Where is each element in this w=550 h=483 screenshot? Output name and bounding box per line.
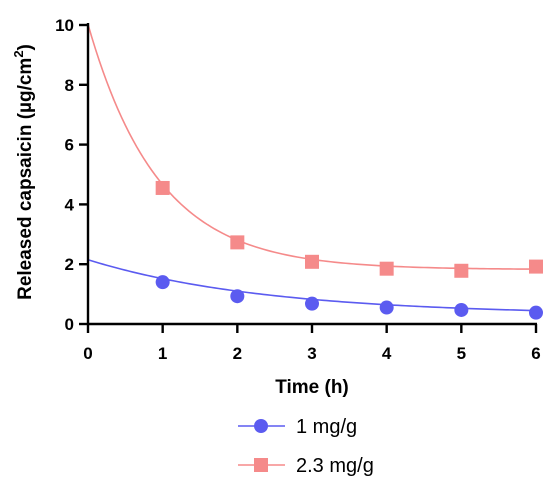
y-tick-label: 2 bbox=[65, 255, 74, 274]
x-axis-title: Time (h) bbox=[275, 377, 349, 398]
y-axis-title-superscript: 2 bbox=[11, 50, 26, 57]
data-point bbox=[454, 302, 469, 317]
x-tick-label: 4 bbox=[382, 344, 392, 363]
data-point bbox=[529, 259, 543, 274]
data-point bbox=[155, 275, 170, 290]
y-axis-title-unit: µg/cm bbox=[15, 58, 36, 113]
x-ticks: 0 1 2 3 4 5 6 bbox=[83, 324, 541, 363]
legend-marker-1mg bbox=[254, 419, 268, 433]
data-point bbox=[454, 263, 469, 278]
y-axis-title: Released capsaicin (µg/cm2) bbox=[11, 44, 36, 300]
x-tick-label: 6 bbox=[531, 344, 540, 363]
fit-curve-1 bbox=[87, 24, 537, 270]
y-axis-title-prefix: Released capsaicin ( bbox=[15, 112, 36, 300]
data-point bbox=[305, 254, 319, 269]
x-tick-label: 0 bbox=[83, 344, 92, 363]
y-axis-title-suffix: ) bbox=[15, 44, 36, 50]
legend-label-1mg: 1 mg/g bbox=[296, 416, 357, 438]
x-tick-label: 2 bbox=[233, 344, 242, 363]
legend-label-2-3mg: 2.3 mg/g bbox=[296, 455, 374, 477]
y-tick-label: 0 bbox=[65, 315, 74, 334]
x-tick-label: 3 bbox=[307, 344, 316, 363]
data-markers bbox=[155, 180, 543, 320]
y-ticks: 0 2 4 6 8 10 bbox=[55, 16, 88, 334]
y-tick-label: 8 bbox=[65, 76, 74, 95]
data-point bbox=[529, 305, 543, 320]
y-tick-label: 4 bbox=[65, 195, 75, 214]
data-point bbox=[155, 180, 170, 195]
y-tick-label: 6 bbox=[65, 136, 74, 155]
x-tick-label: 1 bbox=[158, 344, 167, 363]
legend-marker-2-3mg bbox=[254, 458, 268, 472]
data-point bbox=[230, 235, 245, 250]
data-point bbox=[305, 296, 319, 311]
y-tick-label: 10 bbox=[55, 16, 74, 35]
legend: 1 mg/g 2.3 mg/g bbox=[238, 416, 374, 477]
legend-item-2-3mg: 2.3 mg/g bbox=[238, 455, 374, 477]
data-point bbox=[379, 300, 394, 315]
data-point bbox=[230, 289, 245, 304]
data-point bbox=[379, 261, 394, 276]
legend-item-1mg: 1 mg/g bbox=[238, 416, 357, 438]
x-tick-label: 5 bbox=[457, 344, 466, 363]
